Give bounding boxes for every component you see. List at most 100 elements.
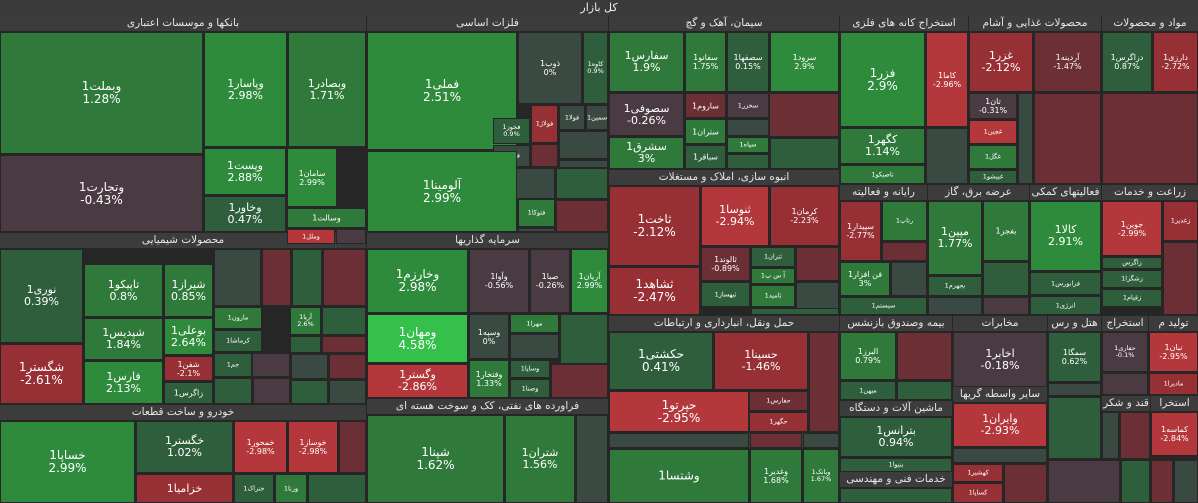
stock-tile[interactable]: وسالت1 — [287, 208, 366, 228]
stock-tile-small[interactable] — [882, 242, 927, 261]
stock-tile[interactable]: صبا1 -0.26% — [530, 249, 570, 313]
stock-tile[interactable]: اخابر1 -0.18% — [953, 332, 1047, 387]
stock-tile[interactable]: وساپا1 — [510, 360, 550, 378]
stock-tile-small[interactable] — [897, 381, 952, 400]
stock-tile[interactable]: ثتران1 — [751, 247, 795, 267]
stock-tile[interactable]: نبان1 -2.95% — [1149, 332, 1198, 372]
stock-tile[interactable]: فاسمین1 — [586, 105, 608, 130]
stock-tile-small[interactable] — [1048, 397, 1101, 459]
stock-tile[interactable]: سپاه1 — [727, 137, 769, 153]
stock-tile[interactable]: وملل1 — [287, 229, 335, 244]
stock-tile[interactable]: کهشیر1 — [953, 464, 1003, 482]
stock-tile[interactable]: فخوز1 0.9% — [493, 118, 530, 144]
stock-tile[interactable]: سامان1 2.99% — [287, 148, 337, 207]
stock-tile[interactable]: انرژی1 — [1030, 296, 1101, 315]
stock-tile[interactable]: نوری1 0.39% — [0, 249, 83, 343]
stock-tile[interactable]: خوساز1 -2.98% — [288, 421, 338, 473]
stock-tile-small[interactable] — [609, 433, 749, 448]
stock-tile[interactable]: کاوه1 0.9% — [583, 32, 608, 104]
stock-tile[interactable]: شپنا1 1.62% — [367, 415, 504, 503]
stock-tile[interactable]: حفارس1 — [749, 391, 808, 411]
stock-tile[interactable]: فملی1 2.51% — [367, 32, 517, 150]
stock-tile-small[interactable] — [891, 262, 927, 296]
stock-tile[interactable]: وبصادر1 1.71% — [288, 32, 366, 147]
stock-tile[interactable]: بفجر1 — [983, 201, 1029, 261]
stock-tile-small[interactable] — [840, 488, 952, 503]
stock-tile[interactable]: وشتسا1 — [609, 449, 749, 503]
stock-tile-small[interactable] — [750, 433, 802, 448]
stock-tile[interactable]: سپیدار1 -2.77% — [840, 201, 881, 261]
stock-tile[interactable]: ثالوند1 -0.89% — [701, 247, 750, 281]
stock-tile[interactable]: خگستر1 1.02% — [136, 421, 233, 473]
stock-tile[interactable]: وآوا1 -0.56% — [469, 249, 529, 313]
stock-tile-small[interactable] — [292, 249, 322, 306]
stock-tile-small[interactable] — [1163, 242, 1198, 315]
stock-tile-small[interactable] — [556, 200, 608, 232]
stock-tile[interactable]: مادیرا1 — [1149, 373, 1198, 395]
stock-tile[interactable]: بترانس1 0.94% — [840, 417, 952, 457]
stock-tile-small[interactable] — [518, 228, 555, 232]
stock-tile-small[interactable] — [897, 332, 952, 380]
stock-tile[interactable]: ثنوسا1 -2.94% — [701, 186, 769, 246]
stock-tile[interactable]: فن افزار1 3% — [840, 262, 890, 296]
stock-tile-small[interactable] — [1004, 464, 1047, 503]
stock-tile[interactable]: ثشاهد1 -2.47% — [609, 267, 700, 315]
stock-tile[interactable]: فولاژ1 — [531, 105, 558, 143]
stock-tile[interactable]: سصفها1 0.15% — [727, 32, 769, 92]
stock-tile[interactable]: کرماشا1 — [214, 330, 262, 352]
stock-tile[interactable]: تاپیکو1 0.8% — [84, 264, 163, 317]
stock-tile-small[interactable] — [290, 336, 321, 353]
stock-tile[interactable]: وایران1 -2.93% — [953, 403, 1047, 447]
stock-tile[interactable]: بجهرم1 — [928, 276, 982, 296]
stock-tile-small[interactable] — [559, 160, 608, 168]
stock-tile[interactable]: زقیام1 — [1102, 289, 1162, 307]
stock-tile[interactable]: سخزر1 — [727, 93, 769, 118]
stock-tile-small[interactable] — [252, 353, 290, 377]
stock-tile[interactable]: سمگا1 0.62% — [1048, 332, 1101, 382]
stock-tile[interactable]: آلومینا1 2.99% — [367, 151, 517, 232]
stock-tile[interactable]: ستران1 — [685, 119, 726, 144]
stock-tile[interactable]: فولا1 — [559, 105, 585, 130]
stock-tile-small[interactable] — [556, 168, 608, 199]
stock-tile[interactable]: غزر1 -2.12% — [969, 32, 1033, 92]
stock-tile-small[interactable] — [926, 128, 968, 184]
stock-tile-small[interactable] — [510, 334, 559, 359]
stock-tile[interactable]: رتاپ1 — [882, 201, 927, 241]
stock-tile[interactable]: شپدیس1 1.84% — [84, 318, 163, 360]
stock-tile[interactable]: زشگزا1 — [1102, 270, 1162, 288]
stock-tile-small[interactable] — [329, 354, 366, 379]
stock-tile[interactable]: تان1 -0.31% — [969, 93, 1017, 119]
stock-tile[interactable]: وپست1 2.88% — [204, 148, 286, 195]
stock-tile[interactable]: ذوب1 0% — [518, 32, 582, 104]
stock-tile[interactable]: حکشتی1 0.41% — [609, 332, 713, 390]
stock-tile[interactable]: زاگرس1 — [164, 382, 213, 404]
stock-tile-small[interactable] — [531, 144, 558, 167]
stock-tile-small[interactable] — [214, 378, 252, 404]
stock-tile[interactable]: بنیوا1 — [840, 458, 952, 472]
stock-tile[interactable]: زغدیر1 — [1163, 201, 1198, 241]
stock-tile[interactable]: جوین1 -2.99% — [1102, 201, 1162, 256]
stock-tile[interactable]: غگل1 — [969, 145, 1017, 169]
stock-tile-small[interactable] — [308, 474, 366, 503]
stock-tile-small[interactable] — [559, 131, 608, 159]
stock-tile-small[interactable] — [336, 229, 366, 244]
stock-tile[interactable]: کالا1 2.91% — [1030, 201, 1101, 271]
stock-tile[interactable]: کساپا1 — [953, 483, 1003, 503]
stock-tile-small[interactable] — [1151, 457, 1198, 459]
stock-tile-small[interactable] — [769, 93, 839, 137]
stock-tile-small[interactable] — [1048, 460, 1120, 503]
stock-tile-small[interactable] — [1151, 460, 1173, 503]
stock-tile[interactable]: وسپه1 0% — [469, 314, 509, 359]
stock-tile[interactable]: وگستر1 -2.86% — [367, 364, 468, 398]
stock-tile-small[interactable] — [1102, 93, 1198, 184]
stock-tile[interactable]: کرمان1 -2.23% — [770, 186, 839, 246]
stock-tile[interactable]: کماسه1 -2.84% — [1151, 412, 1198, 456]
stock-tile-small[interactable] — [796, 247, 839, 281]
stock-tile[interactable]: ومهان1 4.58% — [367, 314, 468, 363]
stock-tile[interactable]: فرابورس1 — [1030, 272, 1101, 295]
stock-tile[interactable]: آ س پ1 — [751, 268, 795, 284]
stock-tile[interactable]: غبیشو1 — [969, 170, 1017, 184]
stock-tile-small[interactable] — [928, 297, 982, 315]
stock-tile-small[interactable] — [291, 354, 328, 379]
stock-tile-small[interactable] — [322, 307, 366, 335]
